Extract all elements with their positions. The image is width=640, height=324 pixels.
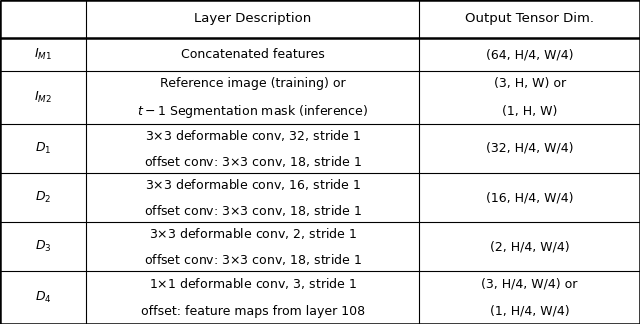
Text: (3, H/4, W/4) or: (3, H/4, W/4) or: [481, 277, 578, 291]
Text: $3{\times}3$ deformable conv, 2, stride 1: $3{\times}3$ deformable conv, 2, stride …: [148, 226, 357, 241]
Text: (3, H, W) or: (3, H, W) or: [493, 77, 566, 90]
Text: $I_{M2}$: $I_{M2}$: [35, 90, 52, 105]
Text: Layer Description: Layer Description: [194, 12, 312, 26]
Text: Reference image (training) or: Reference image (training) or: [160, 77, 346, 90]
Text: $D_1$: $D_1$: [35, 141, 51, 156]
Text: Output Tensor Dim.: Output Tensor Dim.: [465, 12, 594, 26]
Text: $I_{M1}$: $I_{M1}$: [34, 47, 52, 62]
Text: offset conv: $3{\times}3$ conv, 18, stride 1: offset conv: $3{\times}3$ conv, 18, stri…: [144, 154, 362, 169]
Text: $3{\times}3$ deformable conv, 16, stride 1: $3{\times}3$ deformable conv, 16, stride…: [145, 177, 361, 192]
Text: (1, H/4, W/4): (1, H/4, W/4): [490, 305, 570, 318]
Text: $D_2$: $D_2$: [35, 190, 51, 205]
Text: $1{\times}1$ deformable conv, 3, stride 1: $1{\times}1$ deformable conv, 3, stride …: [148, 276, 357, 292]
Text: (32, H/4, W/4): (32, H/4, W/4): [486, 142, 573, 155]
Text: offset: feature maps from layer 108: offset: feature maps from layer 108: [141, 305, 365, 318]
Text: $D_3$: $D_3$: [35, 239, 51, 254]
Text: $D_4$: $D_4$: [35, 290, 51, 305]
Text: (16, H/4, W/4): (16, H/4, W/4): [486, 191, 573, 204]
Text: (64, H/4, W/4): (64, H/4, W/4): [486, 48, 573, 61]
Text: offset conv: $3{\times}3$ conv, 18, stride 1: offset conv: $3{\times}3$ conv, 18, stri…: [144, 252, 362, 267]
Text: Concatenated features: Concatenated features: [181, 48, 324, 61]
Text: $t-1$ Segmentation mask (inference): $t-1$ Segmentation mask (inference): [137, 103, 369, 120]
Text: $3{\times}3$ deformable conv, 32, stride 1: $3{\times}3$ deformable conv, 32, stride…: [145, 128, 361, 143]
Text: offset conv: $3{\times}3$ conv, 18, stride 1: offset conv: $3{\times}3$ conv, 18, stri…: [144, 203, 362, 218]
Text: (2, H/4, W/4): (2, H/4, W/4): [490, 240, 570, 253]
Text: (1, H, W): (1, H, W): [502, 105, 557, 118]
